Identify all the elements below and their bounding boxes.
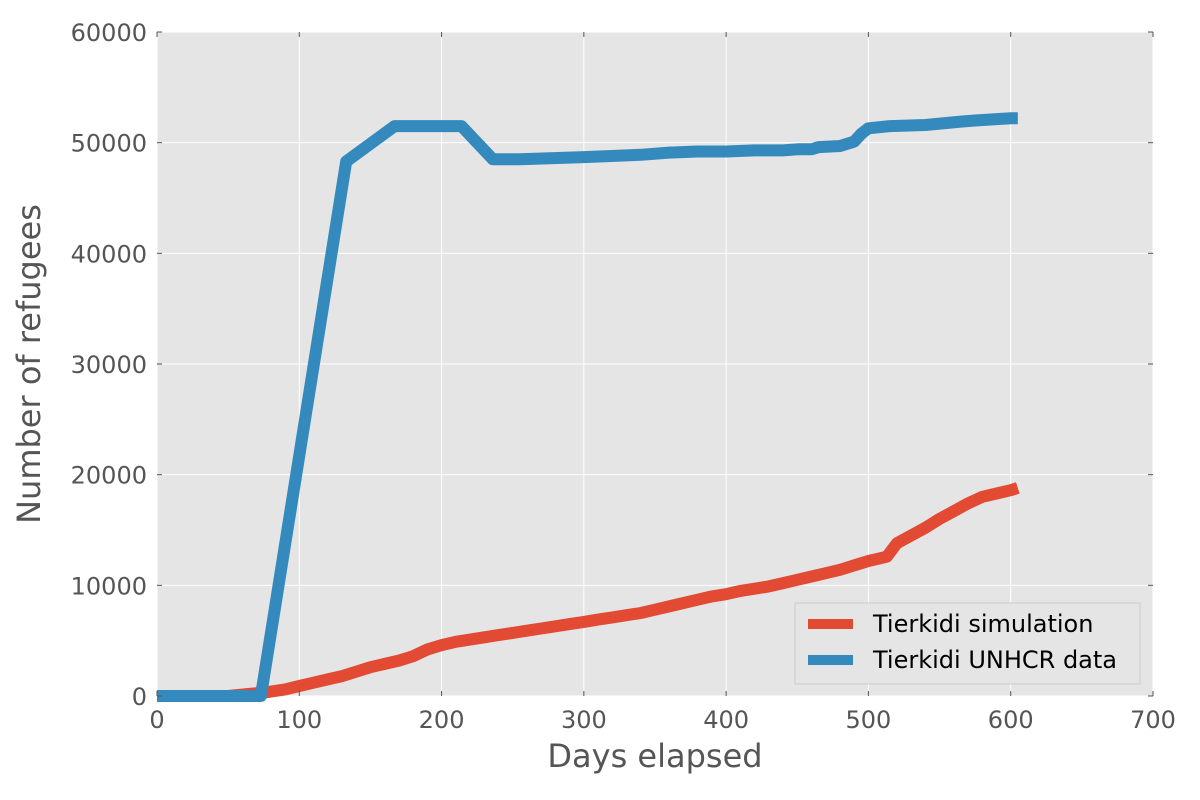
y-tick-label: 30000 bbox=[71, 351, 147, 379]
x-axis-title: Days elapsed bbox=[547, 737, 762, 775]
y-tick-label: 0 bbox=[132, 683, 147, 711]
y-tick-label: 20000 bbox=[71, 462, 147, 490]
legend-label-unhcr: Tierkidi UNHCR data bbox=[872, 646, 1117, 674]
legend: Tierkidi simulation Tierkidi UNHCR data bbox=[794, 602, 1141, 685]
y-tick-label: 60000 bbox=[71, 19, 147, 47]
legend-box bbox=[794, 602, 1141, 685]
x-tick-label: 0 bbox=[149, 706, 164, 734]
y-tick-label: 40000 bbox=[71, 240, 147, 268]
series-layer bbox=[157, 112, 1020, 702]
x-tick-label: 300 bbox=[561, 706, 607, 734]
x-tick-label: 200 bbox=[419, 706, 465, 734]
legend-label-simulation: Tierkidi simulation bbox=[872, 610, 1093, 638]
y-axis-title: Number of refugees bbox=[10, 204, 48, 524]
axis-ticks bbox=[156, 31, 1154, 697]
x-tick-label: 500 bbox=[846, 706, 892, 734]
tick-labels: 0 100 200 300 400 500 600 700 0 10000 20000 30000 40… bbox=[71, 19, 1176, 734]
y-tick-label: 10000 bbox=[71, 572, 147, 600]
x-tick-label: 100 bbox=[276, 706, 322, 734]
series-line-unhcr bbox=[157, 112, 1018, 702]
series-line-simulation bbox=[157, 482, 1020, 702]
x-tick-label: 400 bbox=[703, 706, 749, 734]
x-tick-label: 600 bbox=[988, 706, 1034, 734]
y-tick-label: 50000 bbox=[71, 130, 147, 158]
x-tick-label: 700 bbox=[1130, 706, 1176, 734]
